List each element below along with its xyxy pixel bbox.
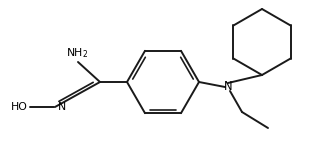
Text: NH$_2$: NH$_2$ <box>66 46 88 60</box>
Text: HO: HO <box>11 102 28 112</box>
Text: N: N <box>224 81 232 93</box>
Text: N: N <box>58 102 66 112</box>
